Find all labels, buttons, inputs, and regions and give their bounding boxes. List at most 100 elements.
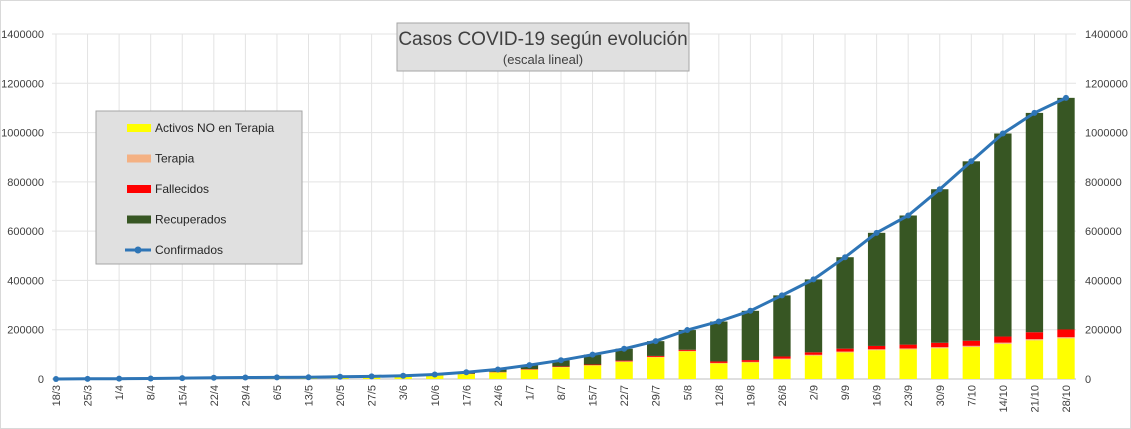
bar-fallecidos xyxy=(804,352,823,355)
bar-activos-no-en-terapia xyxy=(583,365,602,379)
bar-activos-no-en-terapia xyxy=(836,352,854,379)
bar-fallecidos xyxy=(615,360,633,362)
x-tick-label: 8/4 xyxy=(146,385,158,400)
bar-fallecidos xyxy=(836,348,854,352)
bar-activos-no-en-terapia xyxy=(678,351,696,379)
bar-recuperados xyxy=(867,232,886,346)
x-tick-label: 8/7 xyxy=(556,385,568,400)
legend-label: Terapia xyxy=(155,152,195,166)
x-tick-label: 21/10 xyxy=(1029,385,1041,413)
legend-swatch-marker xyxy=(134,246,142,254)
bar-activos-no-en-terapia xyxy=(552,367,570,379)
confirmados-point xyxy=(273,374,280,381)
x-tick-label: 25/3 xyxy=(83,385,95,406)
bar-recuperados xyxy=(836,257,854,349)
x-tick-label: 18/3 xyxy=(51,385,63,406)
x-tick-label: 7/10 xyxy=(966,385,978,406)
bar-terapia xyxy=(836,351,854,353)
bar-recuperados xyxy=(710,321,728,362)
y-tick-label-left: 200000 xyxy=(7,325,44,337)
confirmados-point xyxy=(715,318,722,325)
y-axis-right: 0 200000 400000 600000 800000 1000000 1200000 1… xyxy=(1085,29,1128,386)
bar-recuperados xyxy=(647,341,665,356)
x-tick-label: 20/5 xyxy=(335,385,347,406)
bar-recuperados xyxy=(773,295,791,357)
bar-fallecidos xyxy=(741,360,760,362)
x-tick-label: 23/9 xyxy=(903,385,915,406)
bar-activos-no-en-terapia xyxy=(962,346,980,379)
bar-fallecidos xyxy=(867,345,886,350)
x-tick-label: 30/9 xyxy=(935,385,947,406)
confirmados-point xyxy=(431,371,438,378)
legend-label: Confirmados xyxy=(155,243,223,257)
bar-fallecidos xyxy=(899,344,917,349)
y-tick-label-left: 600000 xyxy=(7,226,44,238)
confirmados-point xyxy=(589,351,596,358)
y-tick-label-right: 800000 xyxy=(1085,177,1122,189)
bar-fallecidos xyxy=(931,342,949,348)
x-tick-label: 5/8 xyxy=(682,385,694,400)
confirmados-point xyxy=(210,374,217,381)
confirmados-point xyxy=(873,229,880,236)
bar-recuperados xyxy=(899,215,917,345)
y-tick-label-right: 1200000 xyxy=(1085,78,1128,90)
legend-label: Activos NO en Terapia xyxy=(155,121,274,135)
bar-terapia xyxy=(899,348,917,350)
x-tick-label: 27/5 xyxy=(367,385,379,406)
confirmados-point xyxy=(494,366,501,373)
confirmados-point xyxy=(84,375,91,382)
x-tick-label: 15/7 xyxy=(588,385,600,406)
bar-recuperados xyxy=(994,133,1012,337)
bar-activos-no-en-terapia xyxy=(867,350,886,379)
x-tick-label: 2/9 xyxy=(809,385,821,400)
bar-recuperados xyxy=(931,189,949,343)
y-axis-left: 0 200000 400000 600000 800000 1000000 1200000 1… xyxy=(1,29,44,386)
x-tick-label: 3/6 xyxy=(398,385,410,400)
bar-activos-no-en-terapia xyxy=(931,348,949,379)
legend: Activos NO en Terapia Terapia Fallecidos Re… xyxy=(95,110,303,265)
legend-swatch xyxy=(127,215,151,224)
bar-activos-no-en-terapia xyxy=(615,361,633,379)
x-tick-label: 1/4 xyxy=(114,385,126,400)
y-tick-label-right: 600000 xyxy=(1085,226,1122,238)
bar-activos-no-en-terapia xyxy=(520,369,539,379)
bar-activos-no-en-terapia xyxy=(457,374,475,379)
bar-terapia xyxy=(804,354,823,356)
x-tick-label: 12/8 xyxy=(714,385,726,406)
bar-fallecidos xyxy=(962,340,980,346)
confirmados-point xyxy=(368,373,375,380)
x-tick-label: 14/10 xyxy=(998,385,1010,413)
legend-swatch xyxy=(127,124,151,132)
bar-activos-no-en-terapia xyxy=(1057,338,1075,379)
confirmados-point xyxy=(558,357,564,364)
bar-fallecidos xyxy=(583,364,602,366)
bar-activos-no-en-terapia xyxy=(994,343,1012,379)
bar-activos-no-en-terapia xyxy=(773,359,791,379)
y-tick-label-left: 1400000 xyxy=(1,29,44,41)
x-tick-label: 13/5 xyxy=(304,385,316,406)
chart-title: Casos COVID-19 según evolución xyxy=(398,29,687,50)
bar-terapia xyxy=(994,342,1012,344)
x-tick-label: 17/6 xyxy=(461,385,473,406)
bar-activos-no-en-terapia xyxy=(710,363,728,379)
confirmados-point xyxy=(526,362,533,369)
x-tick-label: 10/6 xyxy=(430,385,442,406)
bar-recuperados xyxy=(583,354,602,365)
y-tick-label-left: 0 xyxy=(38,374,44,386)
confirmados-point xyxy=(1031,109,1038,116)
confirmados-point xyxy=(684,327,691,334)
confirmados-point xyxy=(337,373,344,380)
title-box: Casos COVID-19 según evolución (escala l… xyxy=(396,22,690,72)
legend-swatch xyxy=(127,185,151,193)
x-tick-label: 29/4 xyxy=(240,385,252,406)
bar-activos-no-en-terapia xyxy=(1025,340,1044,379)
confirmados-point xyxy=(1063,94,1069,101)
bar-terapia xyxy=(773,358,791,360)
bar-activos-no-en-terapia xyxy=(489,372,507,379)
bar-terapia xyxy=(741,361,760,363)
bar-terapia xyxy=(1057,337,1075,339)
x-tick-label: 15/4 xyxy=(177,385,189,406)
bar-fallecidos xyxy=(994,336,1012,343)
y-tick-label-left: 1200000 xyxy=(1,78,44,90)
bar-fallecidos xyxy=(710,361,728,363)
